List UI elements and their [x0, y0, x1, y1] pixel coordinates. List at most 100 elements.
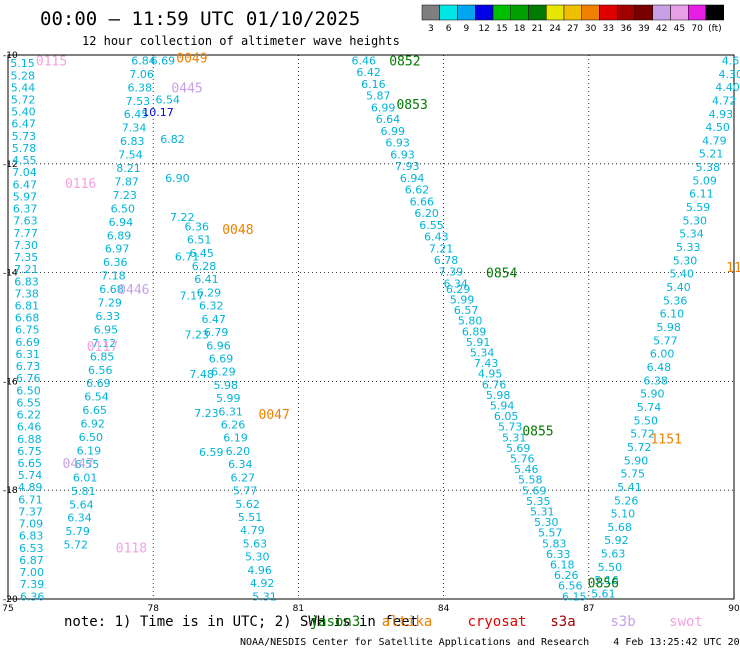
wave-height-value: 5.99 — [216, 392, 241, 405]
wave-height-value: 6.11 — [689, 188, 714, 201]
wave-height-value: 4.93 — [709, 108, 734, 121]
wave-height-value: 5.09 — [692, 174, 717, 187]
wave-height-value: 6.05 — [494, 410, 519, 423]
y-tick-label: -16 — [3, 377, 18, 387]
wave-height-value: 7.48 — [189, 368, 214, 381]
pass-time-label: 0446 — [118, 283, 149, 298]
wave-height-value: 5.81 — [71, 485, 96, 498]
wave-height-value: 5.77 — [233, 485, 258, 498]
wave-height-value: 5.72 — [64, 539, 89, 552]
wave-height-value: 6.34 — [443, 277, 468, 290]
pass-time-label: 0855 — [522, 424, 553, 439]
wave-height-value: 7.21 — [14, 263, 39, 276]
wave-height-value: 6.10 — [660, 308, 685, 321]
legend-swatch — [599, 4, 618, 21]
legend-value: 15 — [496, 24, 507, 34]
wave-height-value: 6.69 — [86, 377, 111, 390]
wave-height-value: 6.41 — [194, 273, 219, 286]
y-tick-label: -12 — [3, 160, 18, 170]
wave-height-value: 6.26 — [221, 419, 246, 432]
wave-height-value: 7.34 — [122, 122, 147, 135]
wave-height-value: 5.57 — [538, 527, 563, 540]
wave-height-value: 6.01 — [73, 471, 98, 484]
wave-height-value: 4.79 — [702, 134, 727, 147]
wave-height-value: 6.71 — [175, 250, 200, 263]
wave-height-value: 6.69 — [209, 352, 234, 365]
wave-height-value: 6.47 — [11, 118, 36, 131]
wave-height-value: 5.21 — [699, 148, 724, 161]
wave-height-value: 6.16 — [361, 78, 386, 91]
wave-height-value: 7.93 — [395, 160, 420, 173]
wave-height-value: 6.94 — [400, 172, 425, 185]
wave-height-value: 6.82 — [160, 133, 185, 146]
wave-height-value: 6.53 — [19, 542, 44, 555]
wave-height-value: 6.46 — [17, 421, 42, 434]
wave-height-value: 5.33 — [676, 241, 701, 254]
wave-height-value: 4.55 — [12, 154, 37, 167]
wave-height-value: 5.50 — [634, 414, 659, 427]
wave-height-value: 5.73 — [498, 421, 523, 434]
wave-height-value: 5.46 — [514, 463, 539, 476]
wave-height-value: 6.83 — [19, 530, 44, 543]
wave-height-value: 6.56 — [558, 580, 583, 593]
chart-subtitle: 12 hour collection of altimeter wave hei… — [82, 34, 400, 48]
wave-height-value: 5.98 — [486, 389, 511, 402]
wave-height-value: 4.72 — [712, 94, 737, 107]
wave-height-value: 6.20 — [414, 207, 439, 220]
legend-value: 36 — [620, 24, 632, 34]
wave-height-value: 5.15 — [10, 57, 35, 70]
wave-height-value: 8.21 — [116, 162, 141, 175]
pass-time-label: 0856 — [588, 577, 619, 592]
wave-height-value: 7.09 — [19, 518, 44, 531]
wave-height-value: 5.90 — [624, 454, 649, 467]
wave-height-value: 4.50 — [705, 121, 730, 134]
pass-time-label: 0117 — [87, 340, 118, 355]
wave-height-value: 7.38 — [14, 287, 39, 300]
wave-height-value: 6.68 — [99, 283, 124, 296]
wave-height-value: 7.06 — [129, 68, 154, 81]
wave-height-value: 6.66 — [410, 195, 435, 208]
pass-time-label: 0048 — [222, 223, 253, 238]
legend-value: 18 — [514, 24, 526, 34]
wave-height-value: 5.51 — [238, 511, 263, 524]
wave-height-value: 6.20 — [226, 445, 251, 458]
wave-height-value: 6.50 — [16, 384, 41, 397]
wave-height-value: 5.31 — [530, 505, 555, 518]
wave-height-value: 7.53 — [126, 95, 151, 108]
wave-height-value: 6.29 — [446, 283, 471, 296]
wave-height-value: 6.75 — [17, 445, 42, 458]
wave-height-value: 7.23 — [194, 407, 219, 420]
wave-height-value: 5.30 — [683, 214, 708, 227]
wave-height-value: 6.19 — [77, 444, 102, 457]
wave-height-value: 5.40 — [11, 106, 36, 119]
wave-height-value: 5.80 — [458, 315, 483, 328]
legend-value: 9 — [464, 24, 470, 34]
wave-height-value: 6.83 — [14, 275, 39, 288]
wave-height-value: 5.74 — [637, 401, 662, 414]
wave-height-value: 5.64 — [69, 498, 94, 511]
wave-height-value: 5.34 — [679, 228, 704, 241]
wave-height-value: 5.59 — [686, 201, 711, 214]
wave-height-value: 6.96 — [206, 339, 231, 352]
wave-height-value: 6.45 — [189, 247, 214, 260]
satellite-name: jason3 — [310, 614, 361, 630]
wave-height-value: 5.35 — [526, 495, 551, 508]
wave-height-value: 6.59 — [199, 446, 224, 459]
pass-time-label: 0115 — [36, 54, 67, 69]
wave-height-value: 5.69 — [506, 442, 531, 455]
wave-height-value: 6.83 — [120, 135, 145, 148]
pass-time-label: 1151 — [651, 433, 682, 448]
wave-height-value: 6.99 — [381, 125, 406, 138]
footnote: note: 1) Time is in UTC; 2) SWH is in fe… — [64, 614, 418, 630]
wave-height-value: 5.87 — [366, 90, 391, 103]
wave-height-value: 7.39 — [439, 266, 464, 279]
legend-swatch — [457, 4, 476, 21]
wave-height-value: 6.33 — [546, 548, 571, 561]
wave-height-value: 6.26 — [554, 569, 579, 582]
wave-height-value: 6.47 — [12, 178, 37, 191]
wave-height-value: 6.31 — [16, 348, 41, 361]
wave-height-value: 7.35 — [14, 251, 39, 264]
legend-swatch — [581, 4, 600, 21]
legend-value: 6 — [446, 24, 452, 34]
wave-height-value: 5.26 — [614, 494, 639, 507]
